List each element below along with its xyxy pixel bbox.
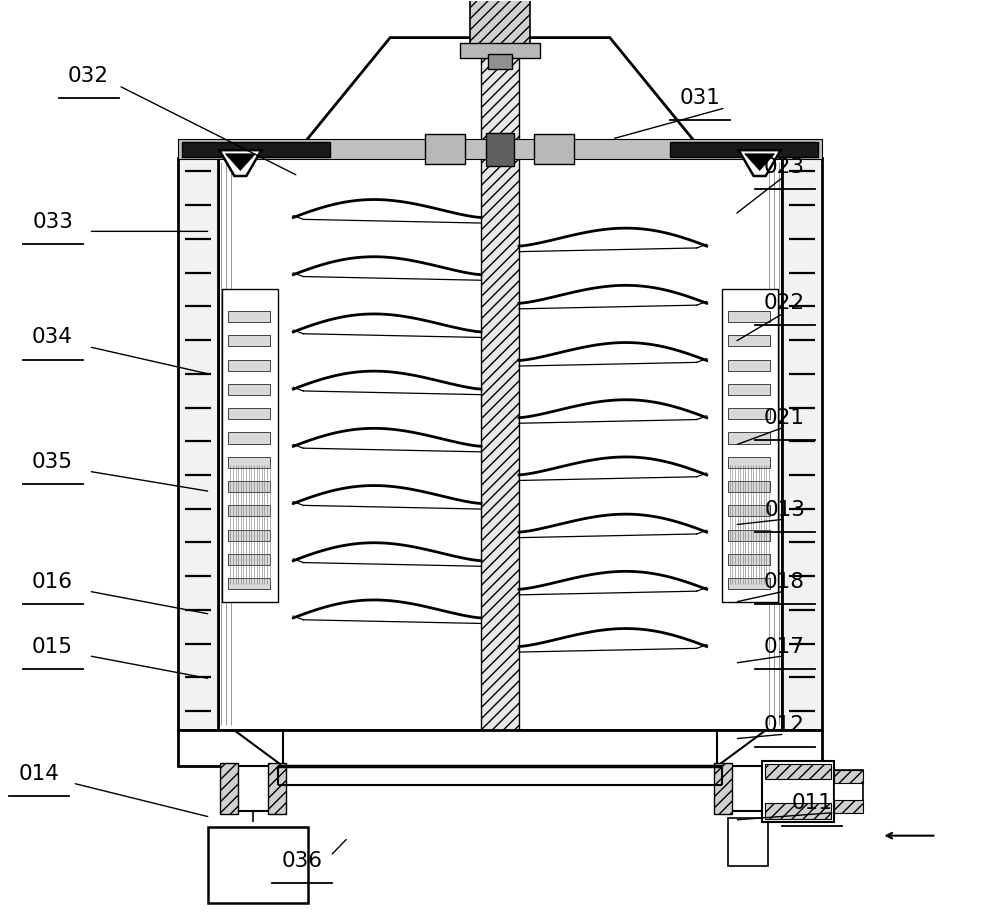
- Bar: [728, 456, 770, 468]
- Text: 014: 014: [18, 764, 59, 784]
- Bar: [728, 335, 770, 346]
- Bar: [470, 0, 530, 45]
- Bar: [782, 157, 822, 730]
- Bar: [728, 578, 770, 590]
- Bar: [268, 763, 286, 814]
- Bar: [228, 432, 270, 444]
- Bar: [488, 55, 512, 69]
- Bar: [728, 554, 770, 565]
- Bar: [178, 730, 822, 767]
- Bar: [228, 359, 270, 371]
- Bar: [228, 311, 270, 322]
- Text: 013: 013: [764, 500, 805, 520]
- Bar: [230, 767, 276, 810]
- Bar: [834, 770, 863, 812]
- Bar: [728, 505, 770, 517]
- Polygon shape: [292, 38, 708, 157]
- Text: 035: 035: [32, 452, 73, 472]
- Bar: [714, 763, 732, 814]
- Bar: [728, 359, 770, 371]
- Bar: [228, 554, 270, 565]
- Bar: [218, 157, 782, 730]
- Bar: [728, 432, 770, 444]
- Bar: [220, 763, 238, 814]
- Bar: [208, 827, 308, 903]
- Bar: [486, 133, 514, 165]
- Bar: [534, 135, 574, 164]
- Bar: [728, 529, 770, 541]
- Bar: [670, 142, 818, 156]
- Text: 017: 017: [764, 637, 805, 657]
- Text: 036: 036: [282, 851, 323, 870]
- Bar: [728, 818, 768, 866]
- Text: 034: 034: [32, 327, 73, 347]
- Text: 033: 033: [32, 213, 73, 232]
- Bar: [481, 38, 519, 741]
- Bar: [724, 767, 770, 810]
- Bar: [228, 456, 270, 468]
- Text: 011: 011: [791, 794, 832, 813]
- Bar: [762, 761, 834, 821]
- Bar: [765, 764, 831, 779]
- Bar: [222, 288, 278, 602]
- Text: 022: 022: [764, 293, 805, 313]
- Text: 032: 032: [68, 67, 109, 86]
- Bar: [425, 135, 465, 164]
- Polygon shape: [225, 154, 255, 170]
- Bar: [228, 578, 270, 590]
- Bar: [728, 311, 770, 322]
- Bar: [728, 481, 770, 492]
- Bar: [722, 288, 778, 602]
- Bar: [228, 408, 270, 419]
- Text: 023: 023: [764, 157, 805, 176]
- Bar: [460, 43, 540, 58]
- Polygon shape: [745, 154, 775, 170]
- Bar: [182, 142, 330, 156]
- Bar: [728, 383, 770, 395]
- Bar: [728, 408, 770, 419]
- Text: 012: 012: [764, 715, 805, 735]
- Bar: [834, 799, 863, 812]
- Bar: [178, 140, 822, 159]
- Bar: [228, 529, 270, 541]
- Bar: [228, 335, 270, 346]
- Bar: [228, 383, 270, 395]
- Bar: [228, 481, 270, 492]
- Polygon shape: [219, 151, 261, 176]
- Text: 015: 015: [32, 637, 73, 657]
- Bar: [834, 770, 863, 783]
- Text: 016: 016: [32, 572, 73, 592]
- Text: 021: 021: [764, 407, 805, 428]
- Bar: [228, 505, 270, 517]
- Polygon shape: [739, 151, 781, 176]
- Bar: [178, 157, 218, 730]
- Text: 031: 031: [679, 88, 720, 107]
- Text: 018: 018: [764, 572, 805, 592]
- Bar: [765, 803, 831, 819]
